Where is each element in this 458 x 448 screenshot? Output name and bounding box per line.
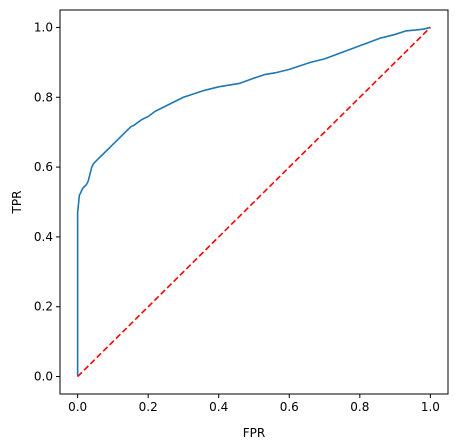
- y-tick-label: 1.0: [34, 20, 53, 34]
- series-layer: [76, 26, 431, 378]
- y-tick-label: 0.0: [34, 370, 53, 384]
- x-tick-label: 0.0: [68, 400, 87, 414]
- y-tick-label: 0.8: [34, 90, 53, 104]
- x-tick-label: 1.0: [421, 400, 440, 414]
- chance-diagonal-line: [77, 26, 431, 378]
- y-axis-label: TPR: [10, 191, 24, 215]
- y-tick-label: 0.6: [34, 160, 53, 174]
- y-axis-ticks: 0.0 0.2 0.4 0.6 0.8 1.0: [34, 20, 60, 384]
- x-tick-label: 0.6: [280, 400, 299, 414]
- x-tick-label: 0.8: [350, 400, 369, 414]
- plot-frame: [59, 9, 449, 395]
- x-axis-ticks: 0.0 0.2 0.4 0.6 0.8 1.0: [68, 394, 440, 414]
- y-tick-label: 0.4: [34, 230, 53, 244]
- roc-curve-line: [76, 26, 431, 377]
- y-tick-label: 0.2: [34, 300, 53, 314]
- x-tick-label: 0.2: [139, 400, 158, 414]
- x-axis-label: FPR: [243, 426, 265, 440]
- x-tick-label: 0.4: [209, 400, 228, 414]
